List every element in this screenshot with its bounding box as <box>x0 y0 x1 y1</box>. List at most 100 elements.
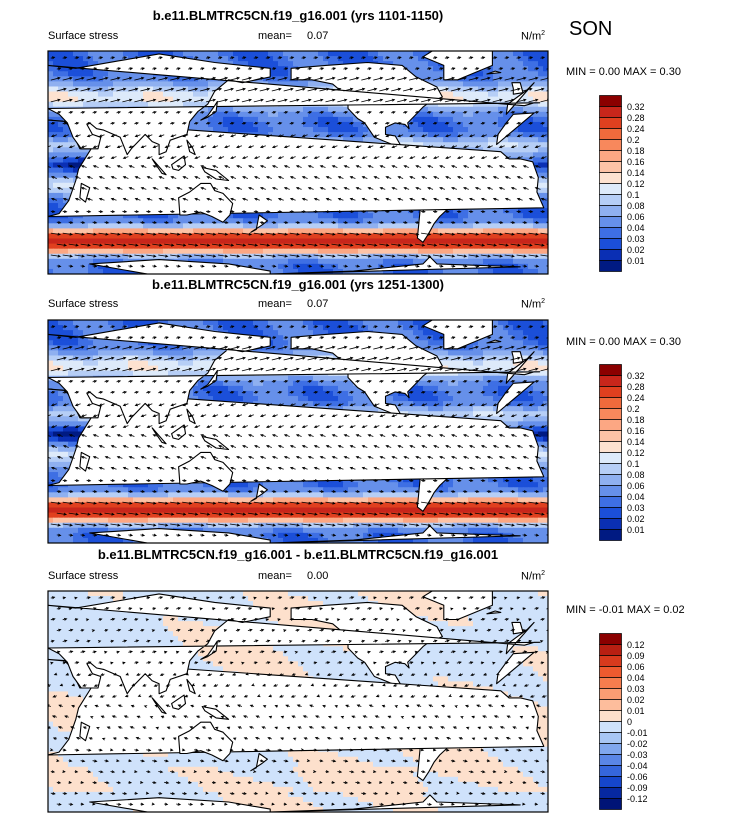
min-max-stats: MIN = 0.00 MAX = 0.30 <box>566 66 681 78</box>
colorbar-swatch <box>599 441 622 453</box>
colorbar-swatch <box>599 507 622 519</box>
colorbar-tick-label: 0.06 <box>627 212 645 222</box>
colorbar-tick-label: 0.04 <box>627 223 645 233</box>
colorbar-tick-label: 0.04 <box>627 492 645 502</box>
colorbar-tick-label: 0.06 <box>627 481 645 491</box>
colorbar-tick-label: 0.02 <box>627 245 645 255</box>
colorbar-swatch <box>599 172 622 184</box>
colorbar-tick-label: 0.02 <box>627 695 645 705</box>
colorbar-tick-label: 0.01 <box>627 256 645 266</box>
min-max-stats: MIN = 0.00 MAX = 0.30 <box>566 336 681 348</box>
colorbar-swatch <box>599 518 622 530</box>
units-label: N/m2 <box>521 298 546 311</box>
colorbar-swatch <box>599 249 622 261</box>
colorbar-swatch <box>599 194 622 206</box>
colorbar-swatch <box>599 452 622 464</box>
colorbar-swatch <box>599 463 622 475</box>
units-superscript: 2 <box>541 30 546 37</box>
colorbar-tick-label: -0.09 <box>627 783 648 793</box>
colorbar-swatch <box>599 128 622 140</box>
colorbar-tick-label: 0.1 <box>627 190 640 200</box>
colorbar-swatch <box>599 364 622 376</box>
colorbar-tick-label: -0.04 <box>627 761 648 771</box>
colorbar-tick-label: 0.18 <box>627 146 645 156</box>
mean-value: 0.07 <box>307 298 329 310</box>
colorbar-swatch <box>599 238 622 250</box>
colorbar-tick-label: 0 <box>627 717 632 727</box>
colorbar-tick-label: 0.32 <box>627 371 645 381</box>
colorbar-tick-label: 0.03 <box>627 503 645 513</box>
variable-label: Surface stress <box>48 570 119 582</box>
colorbar-swatch <box>599 699 622 711</box>
colorbar-tick-label: 0.32 <box>627 102 645 112</box>
mean-label: mean= <box>258 298 292 310</box>
colorbar-swatch <box>599 666 622 678</box>
colorbar-swatch <box>599 430 622 442</box>
colorbar-swatch <box>599 787 622 799</box>
colorbar-swatch <box>599 375 622 387</box>
colorbar-swatch <box>599 408 622 420</box>
colorbar-swatch <box>599 161 622 173</box>
mean-value: 0.00 <box>307 570 329 582</box>
colorbar-tick-label: 0.12 <box>627 179 645 189</box>
colorbar-swatch <box>599 688 622 700</box>
variable-label: Surface stress <box>48 30 119 42</box>
colorbar-tick-label: -0.06 <box>627 772 648 782</box>
colorbar-swatch <box>599 655 622 667</box>
colorbar-swatch <box>599 150 622 162</box>
colorbar-swatch <box>599 419 622 431</box>
mean-label: mean= <box>258 30 292 42</box>
colorbar-swatch <box>599 798 622 810</box>
colorbar-tick-label: 0.2 <box>627 404 640 414</box>
colorbar-swatch <box>599 106 622 118</box>
colorbar-tick-label: 0.09 <box>627 651 645 661</box>
colorbar-tick-label: 0.1 <box>627 459 640 469</box>
colorbar-tick-label: 0.12 <box>627 448 645 458</box>
colorbar-swatch <box>599 754 622 766</box>
colorbar-swatch <box>599 529 622 541</box>
panel-title: b.e11.BLMTRC5CN.f19_g16.001 (yrs 1101-11… <box>152 8 444 23</box>
variable-label: Surface stress <box>48 298 119 310</box>
map-plot <box>47 319 549 544</box>
min-max-stats: MIN = -0.01 MAX = 0.02 <box>566 604 685 616</box>
panel-title: b.e11.BLMTRC5CN.f19_g16.001 (yrs 1251-13… <box>152 277 444 292</box>
colorbar-swatch <box>599 485 622 497</box>
colorbar-tick-label: 0.16 <box>627 426 645 436</box>
colorbar-swatch <box>599 227 622 239</box>
colorbar-tick-label: 0.02 <box>627 514 645 524</box>
colorbar-tick-label: 0.14 <box>627 168 645 178</box>
colorbar-swatch <box>599 117 622 129</box>
season-label: SON <box>569 18 613 40</box>
colorbar-tick-label: -0.02 <box>627 739 648 749</box>
units-superscript: 2 <box>541 570 546 577</box>
colorbar-swatch <box>599 496 622 508</box>
colorbar-swatch <box>599 474 622 486</box>
units-superscript: 2 <box>541 298 546 305</box>
mean-value: 0.07 <box>307 30 329 42</box>
units-label: N/m2 <box>521 30 546 43</box>
colorbar-swatch <box>599 776 622 788</box>
colorbar: 0.320.280.240.20.180.160.140.120.10.080.… <box>599 95 645 272</box>
colorbar-tick-label: 0.16 <box>627 157 645 167</box>
colorbar-tick-label: 0.24 <box>627 124 645 134</box>
colorbar-tick-label: 0.06 <box>627 662 645 672</box>
colorbar-tick-label: -0.03 <box>627 750 648 760</box>
colorbar-swatch <box>599 644 622 656</box>
colorbar-tick-label: 0.01 <box>627 706 645 716</box>
colorbar-swatch <box>599 397 622 409</box>
colorbar-swatch <box>599 95 622 107</box>
colorbar-swatch <box>599 710 622 722</box>
colorbar-tick-label: 0.24 <box>627 393 645 403</box>
colorbar-tick-label: -0.12 <box>627 794 648 804</box>
colorbar-swatch <box>599 386 622 398</box>
colorbar-tick-label: 0.14 <box>627 437 645 447</box>
panel-title: b.e11.BLMTRC5CN.f19_g16.001 - b.e11.BLMT… <box>97 547 499 562</box>
colorbar-swatch <box>599 633 622 645</box>
colorbar-tick-label: 0.28 <box>627 382 645 392</box>
mean-label: mean= <box>258 570 292 582</box>
colorbar-tick-label: 0.18 <box>627 415 645 425</box>
colorbar-swatch <box>599 183 622 195</box>
colorbar-swatch <box>599 743 622 755</box>
colorbar-tick-label: 0.28 <box>627 113 645 123</box>
colorbar-swatch <box>599 732 622 744</box>
